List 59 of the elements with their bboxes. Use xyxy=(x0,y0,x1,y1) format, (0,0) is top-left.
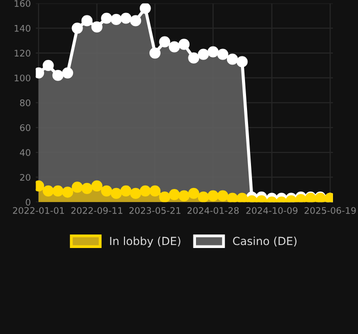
point xyxy=(168,41,180,52)
point xyxy=(208,46,219,58)
point xyxy=(42,185,54,196)
point xyxy=(198,192,209,202)
point xyxy=(110,14,122,26)
point xyxy=(149,185,161,196)
point xyxy=(159,36,170,48)
point xyxy=(188,188,200,199)
x-tick-label: 2022-09-11 xyxy=(71,207,122,214)
point xyxy=(91,180,102,192)
point xyxy=(81,182,93,194)
point xyxy=(62,67,74,78)
y-tick-label: 0 xyxy=(26,198,30,206)
point xyxy=(188,52,200,64)
point xyxy=(52,185,64,196)
legend-label: Casino (DE) xyxy=(233,236,296,246)
x-tick-label: 2022-01-01 xyxy=(12,207,64,214)
point xyxy=(120,12,132,24)
x-tick-label: 2023-05-21 xyxy=(129,207,180,214)
point xyxy=(159,192,170,202)
y-tick-label: 120 xyxy=(14,50,30,57)
y-tick-label: 160 xyxy=(14,0,30,7)
point xyxy=(110,188,122,199)
point xyxy=(140,185,151,196)
point xyxy=(101,12,112,24)
y-tick-label: 100 xyxy=(14,74,30,82)
y-tick-label: 140 xyxy=(14,24,30,32)
point xyxy=(52,70,64,81)
y-tick-label: 40 xyxy=(20,149,30,156)
point xyxy=(226,192,238,202)
point xyxy=(226,54,238,65)
x-tick-label: 2024-01-28 xyxy=(188,207,239,214)
point xyxy=(236,56,248,68)
y-tick-label: 60 xyxy=(20,124,30,132)
point xyxy=(72,22,83,34)
point xyxy=(101,185,112,196)
point xyxy=(149,47,161,59)
y-tick-label: 80 xyxy=(20,99,30,106)
point xyxy=(217,190,228,202)
point xyxy=(130,188,142,199)
point xyxy=(140,3,151,14)
point xyxy=(168,189,180,200)
point xyxy=(72,182,83,193)
point xyxy=(42,60,54,71)
x-tick-label: 2024-10-09 xyxy=(246,207,298,214)
point xyxy=(178,38,190,50)
point xyxy=(208,190,219,202)
legend-label: In lobby (DE) xyxy=(110,236,180,248)
point xyxy=(62,186,74,198)
point xyxy=(91,21,102,32)
point xyxy=(217,48,228,60)
point xyxy=(178,190,190,202)
y-tick-label: 20 xyxy=(20,174,30,181)
point xyxy=(81,15,93,26)
point xyxy=(198,48,209,60)
point xyxy=(120,185,132,196)
point xyxy=(130,15,142,26)
x-tick-label: 2025-06-19 xyxy=(304,207,356,214)
point xyxy=(236,192,248,202)
